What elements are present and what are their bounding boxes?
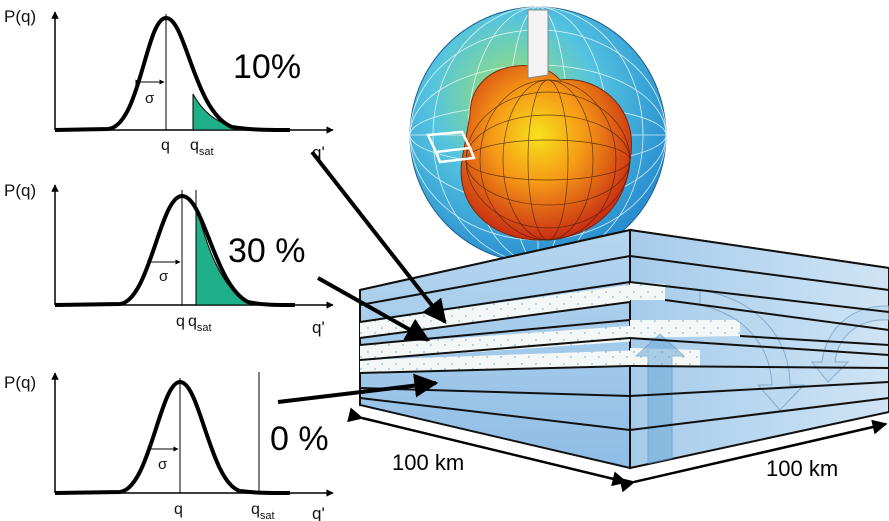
cloud-layer-lower xyxy=(360,318,630,360)
arrow-panel3-to-layer xyxy=(277,373,439,404)
grid-box-illustration: 100 km 100 km xyxy=(347,228,889,493)
qsat-label: qsat xyxy=(188,313,212,334)
width-label-right: 100 km xyxy=(766,456,838,481)
percent-label: 0 % xyxy=(270,420,329,458)
width-label-left: 100 km xyxy=(392,450,464,475)
sigma-label: σ xyxy=(145,90,155,107)
cloud-layer-lowest xyxy=(360,348,630,373)
distribution-panel-1: P(q) q' σ q qsat 10% xyxy=(4,7,334,162)
distribution-panel-3: P(q) q' σ q qsat 0 % xyxy=(4,372,334,521)
x-axis-label: q' xyxy=(312,504,325,521)
pdf-curve xyxy=(54,193,296,307)
mean-label: q xyxy=(176,313,185,330)
globe-model-illustration xyxy=(409,6,667,264)
x-axis-label: q' xyxy=(312,318,325,337)
y-axis-label: P(q) xyxy=(4,7,36,26)
mean-label: q xyxy=(174,501,183,518)
sigma-label: σ xyxy=(159,268,169,285)
y-axis-label: P(q) xyxy=(4,181,36,200)
saturated-fraction-area xyxy=(192,93,246,131)
qsat-label: qsat xyxy=(190,137,214,158)
connector-arrows xyxy=(277,150,447,404)
mean-label: q xyxy=(161,137,170,154)
cloud-layer-upper xyxy=(360,282,630,338)
percent-label: 10% xyxy=(233,48,301,86)
pdf-curve xyxy=(54,15,291,132)
distribution-panel-2: P(q) q' σ q qsat 30 % xyxy=(4,181,334,337)
percent-label: 30 % xyxy=(228,232,306,270)
arrow-panel2-to-layer xyxy=(317,276,431,342)
pdf-curve xyxy=(54,379,291,495)
qsat-label: qsat xyxy=(251,501,275,521)
y-axis-label: P(q) xyxy=(4,373,36,392)
width-arrow-left xyxy=(347,407,628,487)
width-arrow-right xyxy=(619,419,888,493)
arrow-panel1-to-layer xyxy=(310,150,447,324)
sigma-label: σ xyxy=(158,456,168,473)
